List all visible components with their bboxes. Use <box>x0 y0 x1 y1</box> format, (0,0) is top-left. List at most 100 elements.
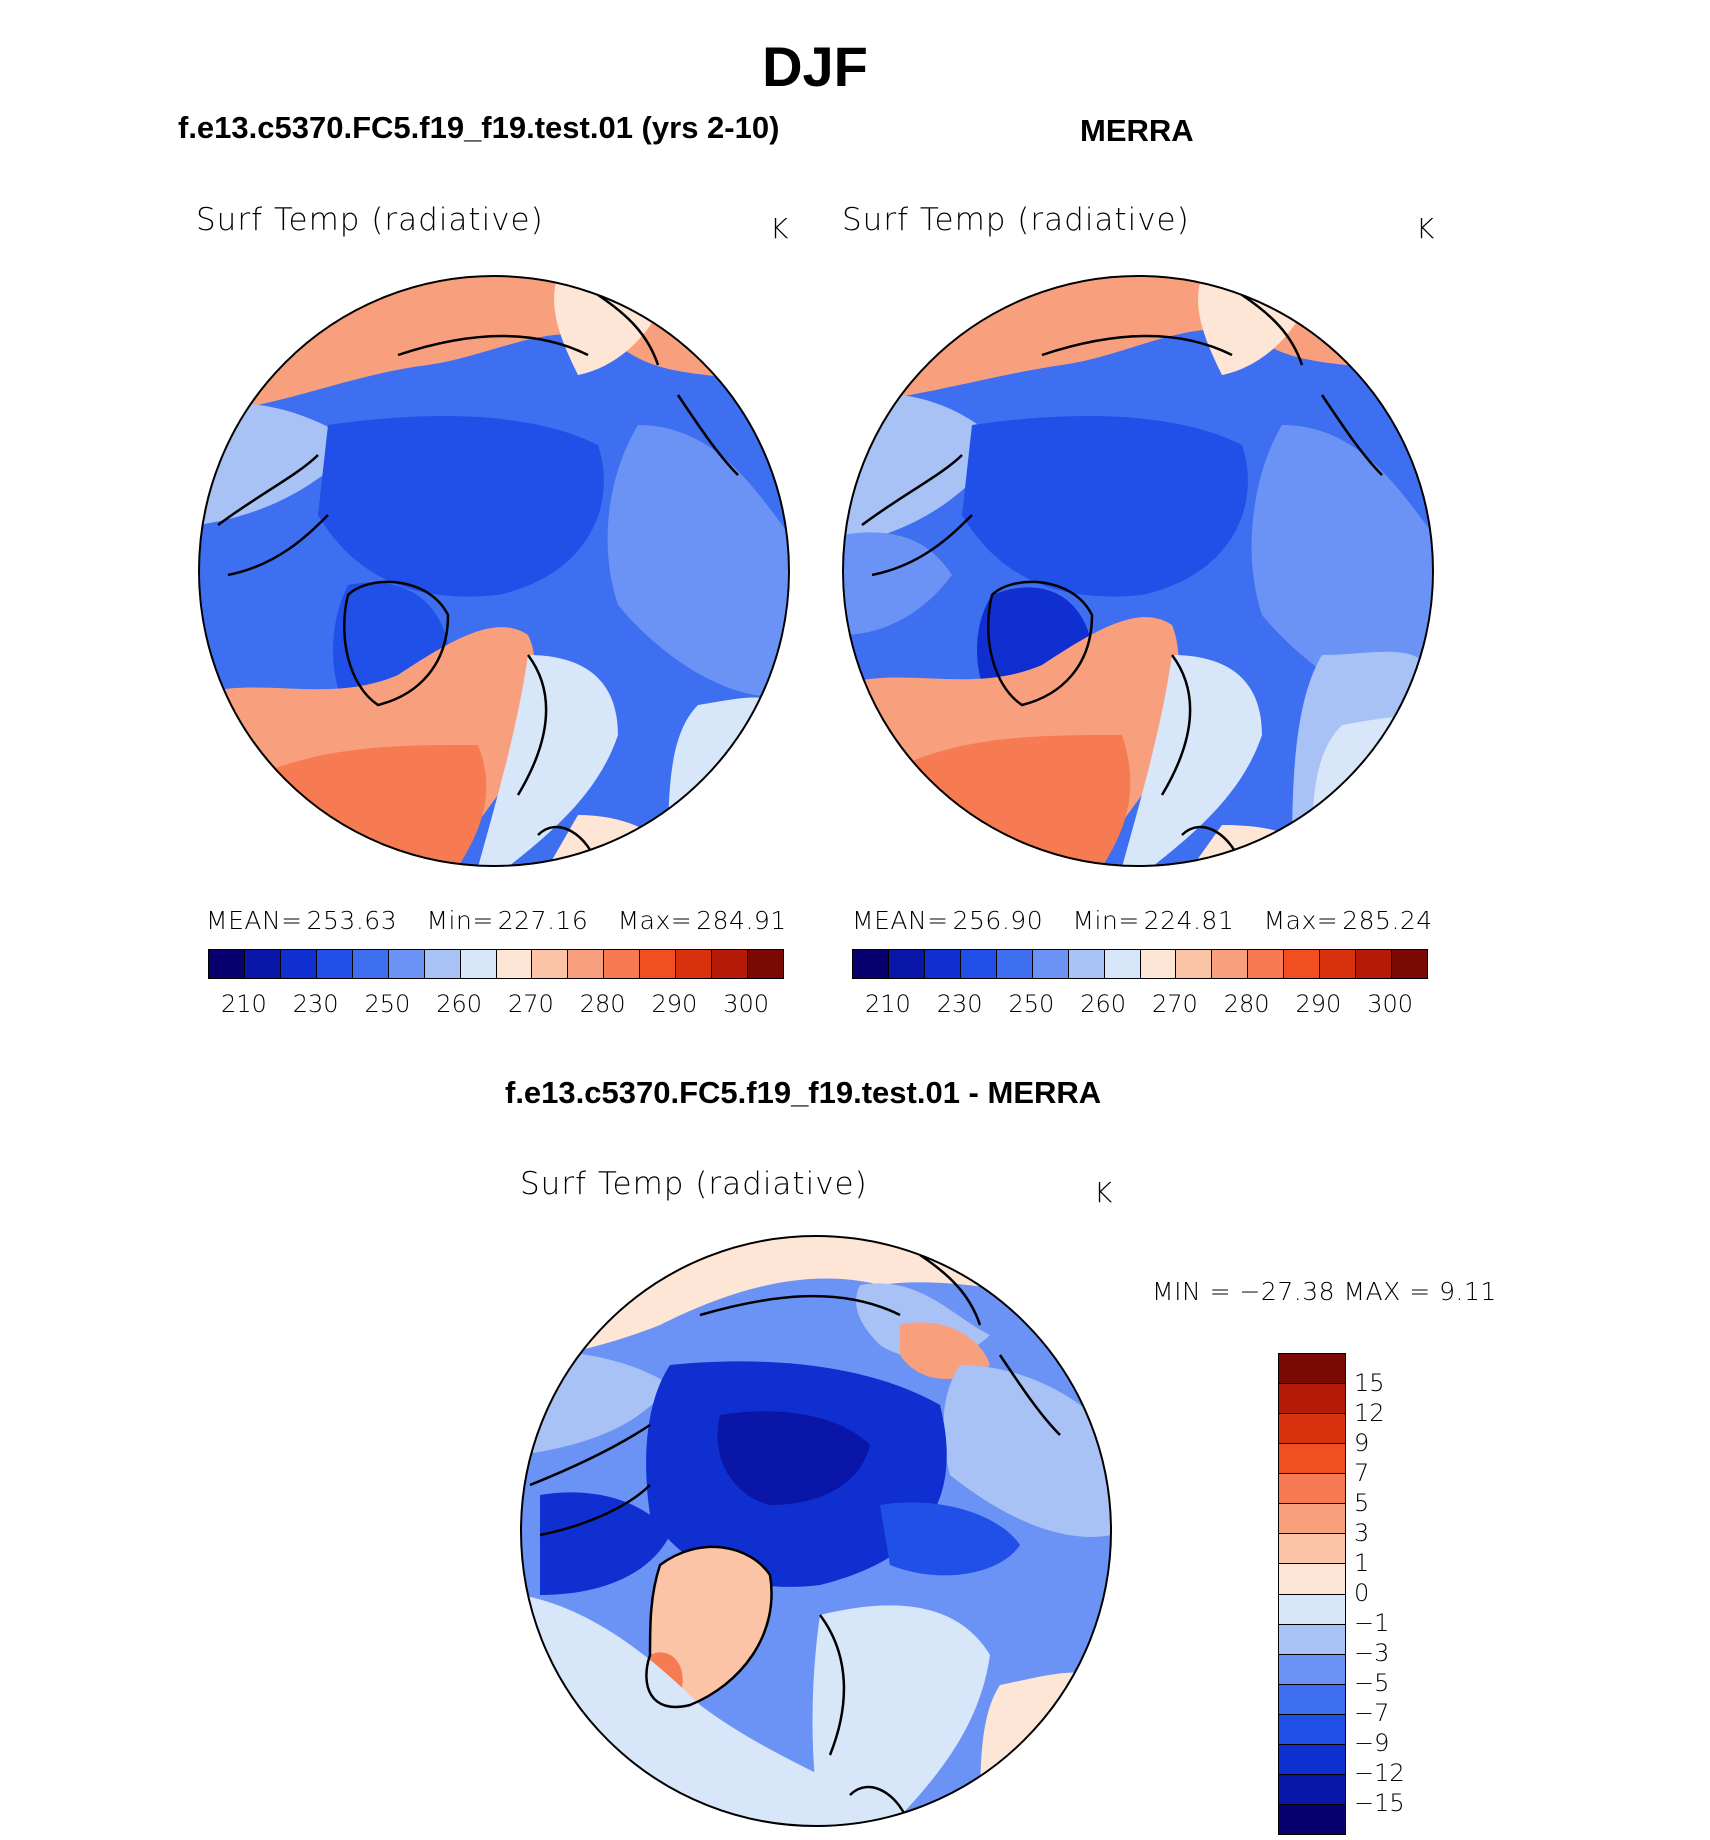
panel-1-colorbar-swatch <box>604 950 641 978</box>
panel-1-colorbar <box>208 949 784 979</box>
panel-3-colorbar-tick-label: 15 <box>1354 1369 1385 1397</box>
panel-3-unit-label: K <box>1094 1176 1113 1209</box>
panel-3-colorbar-tick-label: 1 <box>1354 1549 1370 1577</box>
panel-1-colorbar-tick-label: 210 <box>220 990 267 1018</box>
panel-3-colorbar-tick-label: −9 <box>1354 1729 1390 1757</box>
panel-3-colorbar-tick-label: −15 <box>1354 1789 1405 1817</box>
panel-3-colorbar-tick-label: −5 <box>1354 1669 1390 1697</box>
panel-1-colorbar-swatch <box>424 950 461 978</box>
panel-3-colorbar-swatch <box>1279 1714 1345 1745</box>
panel-3-colorbar-swatch <box>1279 1414 1345 1445</box>
panel-2-colorbar-tick-label: 300 <box>1367 990 1414 1018</box>
panel-3-colorbar-swatch <box>1279 1504 1345 1535</box>
panel-2-polar-map <box>842 275 1434 867</box>
panel-2-colorbar-swatch <box>996 950 1033 978</box>
panel-2-colorbar-swatch <box>1140 950 1177 978</box>
panel-2-colorbar-tick-label: 290 <box>1295 990 1342 1018</box>
panel-3-colorbar-tick-label: 7 <box>1354 1459 1370 1487</box>
panel-1-colorbar-swatch <box>496 950 533 978</box>
panel-1-colorbar-tick-label: 260 <box>436 990 483 1018</box>
panel-1-colorbar-tick-label: 250 <box>364 990 411 1018</box>
panel-3-colorbar-swatch <box>1279 1474 1345 1505</box>
panel-3-title: f.e13.c5370.FC5.f19_f19.test.01 - MERRA <box>505 1075 1102 1110</box>
panel-2-colorbar-swatch <box>1356 950 1393 978</box>
panel-3-colorbar-swatch <box>1279 1534 1345 1565</box>
panel-2-colorbar-swatch <box>1284 950 1321 978</box>
panel-2-colorbar-swatch <box>888 950 925 978</box>
panel-1-colorbar-swatch <box>676 950 713 978</box>
panel-3-colorbar-swatch <box>1279 1384 1345 1415</box>
panel-1-colorbar-tick-label: 290 <box>651 990 698 1018</box>
panel-2-colorbar-tick-label: 210 <box>864 990 911 1018</box>
panel-3-polar-map <box>520 1235 1112 1827</box>
panel-3-colorbar-tick-label: −7 <box>1354 1699 1390 1727</box>
panel-3-colorbar-swatch <box>1279 1354 1345 1385</box>
panel-1-polar-map <box>198 275 790 867</box>
panel-3-colorbar-swatch <box>1279 1804 1345 1834</box>
panel-3-colorbar-ticks: 15 12 9 7 5 3 1 0 −1 −3 −5 −7 −9 −12 −15 <box>1354 1353 1434 1833</box>
panel-2-unit-label: K <box>1416 212 1435 245</box>
panel-3-colorbar-swatch <box>1279 1564 1345 1595</box>
panel-2-colorbar-swatch <box>1104 950 1141 978</box>
panel-1-title: f.e13.c5370.FC5.f19_f19.test.01 (yrs 2-1… <box>178 110 780 145</box>
panel-3-colorbar-swatch <box>1279 1444 1345 1475</box>
panel-3-colorbar-tick-label: 12 <box>1354 1399 1385 1427</box>
panel-1-colorbar-swatch <box>460 950 497 978</box>
panel-3-colorbar-swatch <box>1279 1744 1345 1775</box>
panel-1-colorbar-tick-label: 300 <box>723 990 770 1018</box>
panel-3-colorbar-swatch <box>1279 1684 1345 1715</box>
panel-3-colorbar-tick-label: 5 <box>1354 1489 1370 1517</box>
panel-2-colorbar-tick-label: 280 <box>1223 990 1270 1018</box>
panel-2-colorbar-swatch <box>853 950 889 978</box>
panel-2-colorbar-swatch <box>1032 950 1069 978</box>
panel-1-colorbar-swatch <box>209 950 245 978</box>
panel-3-colorbar-tick-label: 9 <box>1354 1429 1370 1457</box>
panel-1-colorbar-swatch <box>352 950 389 978</box>
panel-2-colorbar-tick-label: 250 <box>1008 990 1055 1018</box>
panel-2-colorbar-swatch <box>1212 950 1249 978</box>
panel-3-colorbar-tick-label: 0 <box>1354 1579 1370 1607</box>
panel-2-colorbar-swatch <box>1392 950 1427 978</box>
panel-2-colorbar <box>852 949 1428 979</box>
panel-3-stats: MIN = −27.38 MAX = 9.11 <box>1152 1277 1497 1306</box>
panel-2-colorbar-swatch <box>1176 950 1213 978</box>
panel-1-colorbar-swatch <box>568 950 605 978</box>
panel-3-colorbar-tick-label: 3 <box>1354 1519 1370 1547</box>
panel-1-colorbar-swatch <box>316 950 353 978</box>
panel-2-variable-label: Surf Temp (radiative) <box>842 202 1190 238</box>
panel-1-colorbar-swatch <box>244 950 281 978</box>
panel-3-colorbar-swatch <box>1279 1774 1345 1805</box>
panel-2-colorbar-swatch <box>960 950 997 978</box>
panel-2-colorbar-ticks: 210 230 250 260 270 280 290 300 <box>852 990 1426 1020</box>
panel-3-colorbar-tick-label: −3 <box>1354 1639 1390 1667</box>
panel-3-colorbar-swatch <box>1279 1654 1345 1685</box>
panel-2-colorbar-swatch <box>1248 950 1285 978</box>
panel-1-colorbar-swatch <box>748 950 783 978</box>
figure-title: DJF <box>762 35 868 98</box>
panel-1-colorbar-swatch <box>532 950 569 978</box>
panel-1-colorbar-swatch <box>388 950 425 978</box>
panel-2-colorbar-swatch <box>1068 950 1105 978</box>
panel-2-colorbar-tick-label: 230 <box>936 990 983 1018</box>
panel-2-colorbar-swatch <box>1320 950 1357 978</box>
panel-3-colorbar-tick-label: −12 <box>1354 1759 1405 1787</box>
panel-3-colorbar <box>1278 1353 1346 1835</box>
panel-1-colorbar-swatch <box>280 950 317 978</box>
panel-1-colorbar-swatch <box>640 950 677 978</box>
panel-2-colorbar-tick-label: 270 <box>1151 990 1198 1018</box>
panel-1-unit-label: K <box>770 212 789 245</box>
panel-1-variable-label: Surf Temp (radiative) <box>196 202 544 238</box>
panel-3-variable-label: Surf Temp (radiative) <box>520 1166 868 1202</box>
panel-1-colorbar-ticks: 210 230 250 260 270 280 290 300 <box>208 990 782 1020</box>
panel-2-colorbar-tick-label: 260 <box>1080 990 1127 1018</box>
panel-3-colorbar-swatch <box>1279 1624 1345 1655</box>
panel-2-title: MERRA <box>1080 113 1194 148</box>
panel-1-colorbar-swatch <box>712 950 749 978</box>
panel-1-stats: MEAN= 253.63 Min= 227.16 Max= 284.91 <box>206 906 787 935</box>
panel-3-colorbar-tick-label: −1 <box>1354 1609 1390 1637</box>
panel-1-colorbar-tick-label: 270 <box>507 990 554 1018</box>
panel-2-stats: MEAN= 256.90 Min= 224.81 Max= 285.24 <box>852 906 1433 935</box>
panel-2-colorbar-swatch <box>924 950 961 978</box>
panel-3-colorbar-swatch <box>1279 1594 1345 1625</box>
panel-1-colorbar-tick-label: 280 <box>579 990 626 1018</box>
